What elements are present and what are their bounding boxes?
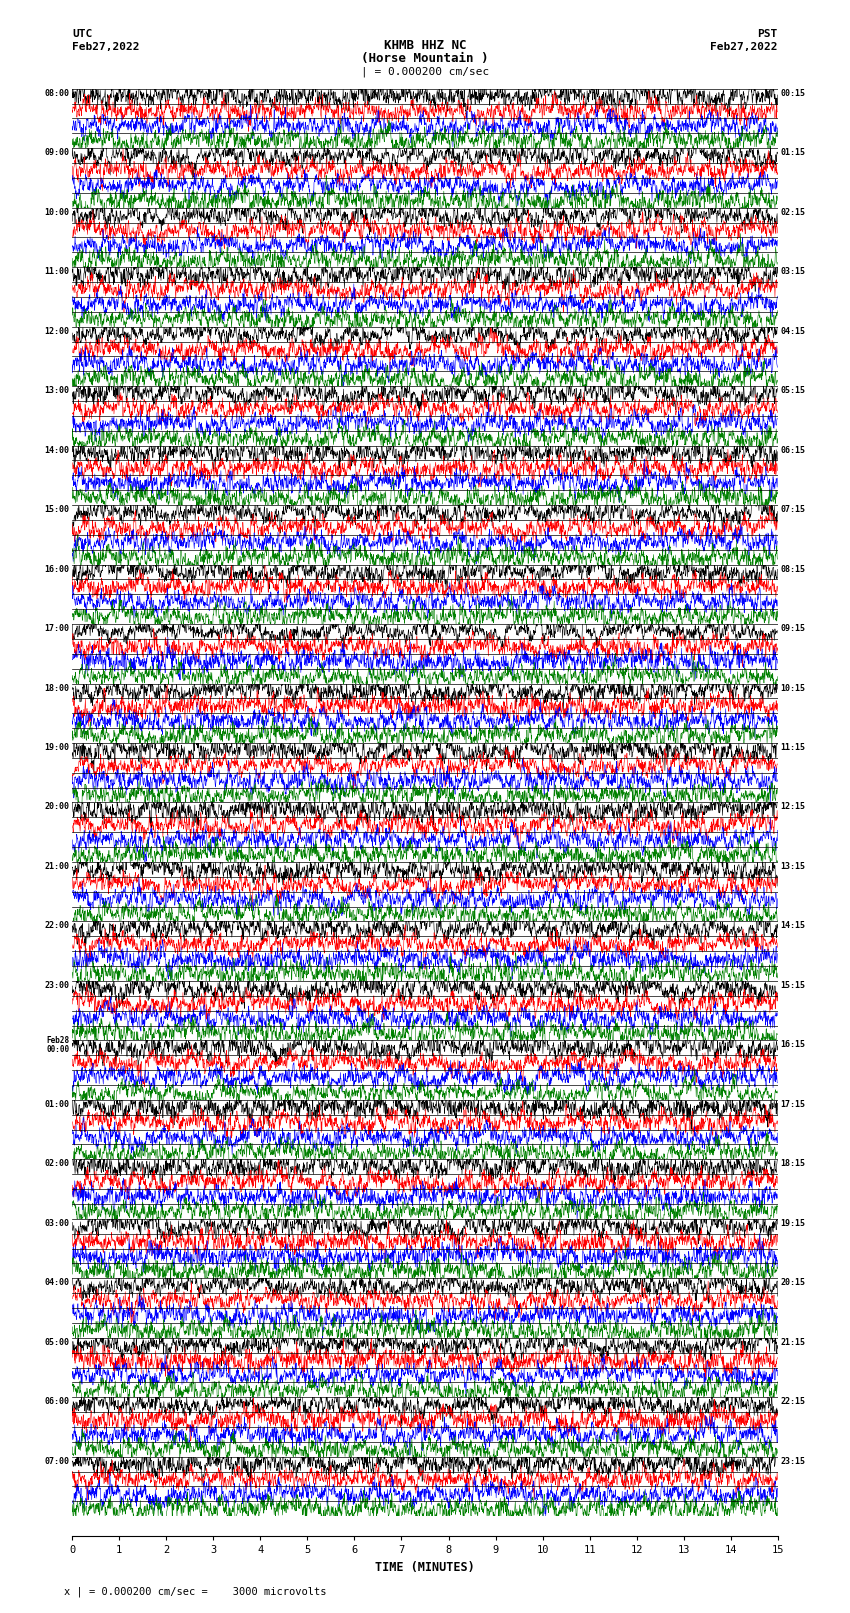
Text: Feb27,2022: Feb27,2022	[72, 42, 139, 52]
Text: 21:15: 21:15	[780, 1337, 805, 1347]
Text: 23:00: 23:00	[45, 981, 70, 990]
Text: 14:15: 14:15	[780, 921, 805, 931]
Text: 08:15: 08:15	[780, 565, 805, 574]
Text: 09:15: 09:15	[780, 624, 805, 632]
Text: 13:15: 13:15	[780, 861, 805, 871]
Text: KHMB HHZ NC: KHMB HHZ NC	[383, 39, 467, 52]
Text: 00:15: 00:15	[780, 89, 805, 98]
Text: 21:00: 21:00	[45, 861, 70, 871]
Text: 18:15: 18:15	[780, 1160, 805, 1168]
Text: 01:15: 01:15	[780, 148, 805, 156]
Text: 10:15: 10:15	[780, 684, 805, 692]
Text: 14:00: 14:00	[45, 445, 70, 455]
Text: 09:00: 09:00	[45, 148, 70, 156]
Text: | = 0.000200 cm/sec: | = 0.000200 cm/sec	[361, 66, 489, 77]
Text: 17:15: 17:15	[780, 1100, 805, 1108]
Text: UTC: UTC	[72, 29, 93, 39]
Text: 16:15: 16:15	[780, 1040, 805, 1050]
Text: 19:15: 19:15	[780, 1219, 805, 1227]
Text: 00:00: 00:00	[47, 1045, 70, 1055]
Text: 02:00: 02:00	[45, 1160, 70, 1168]
Text: 12:00: 12:00	[45, 326, 70, 336]
Text: 11:15: 11:15	[780, 744, 805, 752]
Text: 12:15: 12:15	[780, 803, 805, 811]
Text: PST: PST	[757, 29, 778, 39]
Text: Feb27,2022: Feb27,2022	[711, 42, 778, 52]
Text: 06:00: 06:00	[45, 1397, 70, 1407]
Text: 06:15: 06:15	[780, 445, 805, 455]
Text: 02:15: 02:15	[780, 208, 805, 216]
Text: 22:15: 22:15	[780, 1397, 805, 1407]
Text: x | = 0.000200 cm/sec =    3000 microvolts: x | = 0.000200 cm/sec = 3000 microvolts	[64, 1586, 326, 1597]
Text: 15:00: 15:00	[45, 505, 70, 515]
Text: 05:00: 05:00	[45, 1337, 70, 1347]
Text: 07:00: 07:00	[45, 1457, 70, 1466]
Text: 11:00: 11:00	[45, 268, 70, 276]
Text: 18:00: 18:00	[45, 684, 70, 692]
Text: 04:15: 04:15	[780, 326, 805, 336]
Text: 08:00: 08:00	[45, 89, 70, 98]
Text: 13:00: 13:00	[45, 386, 70, 395]
Text: Feb28: Feb28	[47, 1037, 70, 1045]
Text: 16:00: 16:00	[45, 565, 70, 574]
Text: 10:00: 10:00	[45, 208, 70, 216]
Text: 23:15: 23:15	[780, 1457, 805, 1466]
Text: 15:15: 15:15	[780, 981, 805, 990]
Text: 03:15: 03:15	[780, 268, 805, 276]
Text: 17:00: 17:00	[45, 624, 70, 632]
Text: 03:00: 03:00	[45, 1219, 70, 1227]
Text: 05:15: 05:15	[780, 386, 805, 395]
Text: 01:00: 01:00	[45, 1100, 70, 1108]
Text: TIME (MINUTES): TIME (MINUTES)	[375, 1561, 475, 1574]
Text: 19:00: 19:00	[45, 744, 70, 752]
Text: (Horse Mountain ): (Horse Mountain )	[361, 52, 489, 65]
Text: 22:00: 22:00	[45, 921, 70, 931]
Text: 04:00: 04:00	[45, 1277, 70, 1287]
Text: 20:00: 20:00	[45, 803, 70, 811]
Text: 07:15: 07:15	[780, 505, 805, 515]
Text: 20:15: 20:15	[780, 1277, 805, 1287]
